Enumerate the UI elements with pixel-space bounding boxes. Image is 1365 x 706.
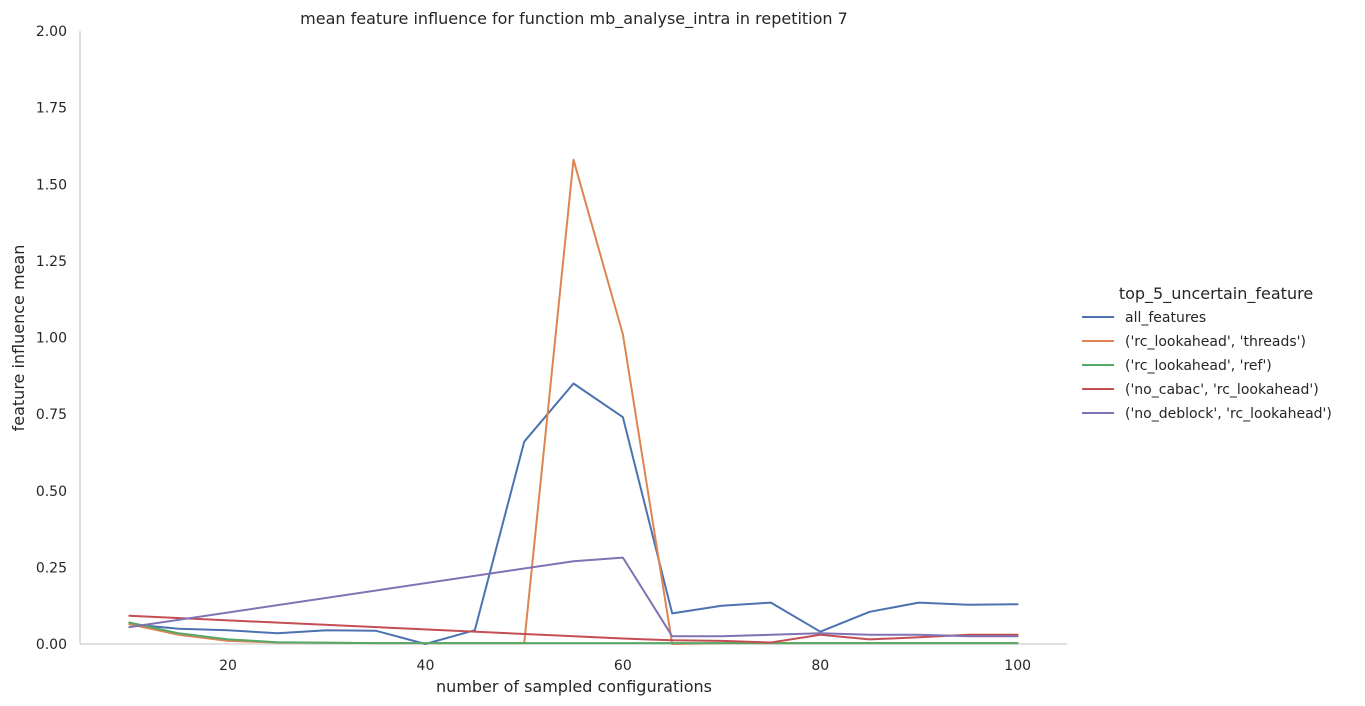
series-line-4 bbox=[128, 556, 1019, 638]
series-line-0 bbox=[128, 382, 1019, 645]
y-tick-label: 0.75 bbox=[36, 407, 67, 423]
y-tick-labels: 0.00 0.25 0.50 0.75 1.00 1.25 1.50 1.75 2.00 bbox=[36, 24, 67, 653]
legend-label: ('rc_lookahead', 'threads') bbox=[1125, 334, 1306, 350]
legend: top_5_uncertain_feature all_features ('rc… bbox=[1082, 284, 1332, 422]
x-tick-label: 60 bbox=[614, 658, 632, 674]
x-tick-label: 40 bbox=[417, 658, 435, 674]
legend-title: top_5_uncertain_feature bbox=[1119, 284, 1313, 304]
x-tick-label: 80 bbox=[811, 658, 829, 674]
legend-item: ('no_deblock', 'rc_lookahead') bbox=[1082, 406, 1332, 422]
y-tick-label: 0.50 bbox=[36, 484, 67, 500]
y-axis: 0.00 0.25 0.50 0.75 1.00 1.25 1.50 1.75 2.00 bbox=[36, 24, 81, 653]
x-axis-title: number of sampled configurations bbox=[436, 677, 712, 696]
y-tick-label: 1.75 bbox=[36, 101, 67, 117]
y-tick-label: 1.25 bbox=[36, 254, 67, 270]
legend-item: ('no_cabac', 'rc_lookahead') bbox=[1082, 382, 1319, 398]
y-tick-label: 1.50 bbox=[36, 177, 67, 193]
legend-item: ('rc_lookahead', 'threads') bbox=[1082, 334, 1306, 350]
x-tick-labels: 20 40 60 80 100 bbox=[219, 658, 1031, 674]
legend-label: ('no_cabac', 'rc_lookahead') bbox=[1125, 382, 1319, 398]
y-tick-label: 0.25 bbox=[36, 560, 67, 576]
y-tick-label: 2.00 bbox=[36, 24, 67, 40]
y-tick-label: 1.00 bbox=[36, 331, 67, 347]
series-line-3 bbox=[128, 614, 1019, 644]
x-tick-label: 20 bbox=[219, 658, 237, 674]
legend-label: all_features bbox=[1125, 310, 1206, 326]
legend-item: ('rc_lookahead', 'ref') bbox=[1082, 358, 1272, 374]
series-line-2 bbox=[128, 621, 1019, 645]
legend-label: ('rc_lookahead', 'ref') bbox=[1125, 358, 1272, 374]
series-line-1 bbox=[128, 158, 1019, 645]
legend-label: ('no_deblock', 'rc_lookahead') bbox=[1125, 406, 1332, 422]
y-axis-title: feature influence mean bbox=[9, 245, 28, 432]
legend-items: all_features ('rc_lookahead', 'threads') (… bbox=[1082, 310, 1332, 422]
y-tick-label: 0.00 bbox=[36, 637, 67, 653]
series-layer bbox=[128, 158, 1019, 645]
x-tick-label: 100 bbox=[1004, 658, 1031, 674]
chart-title: mean feature influence for function mb_a… bbox=[300, 9, 848, 29]
x-axis: 20 40 60 80 100 bbox=[80, 643, 1067, 674]
legend-item: all_features bbox=[1082, 310, 1206, 326]
